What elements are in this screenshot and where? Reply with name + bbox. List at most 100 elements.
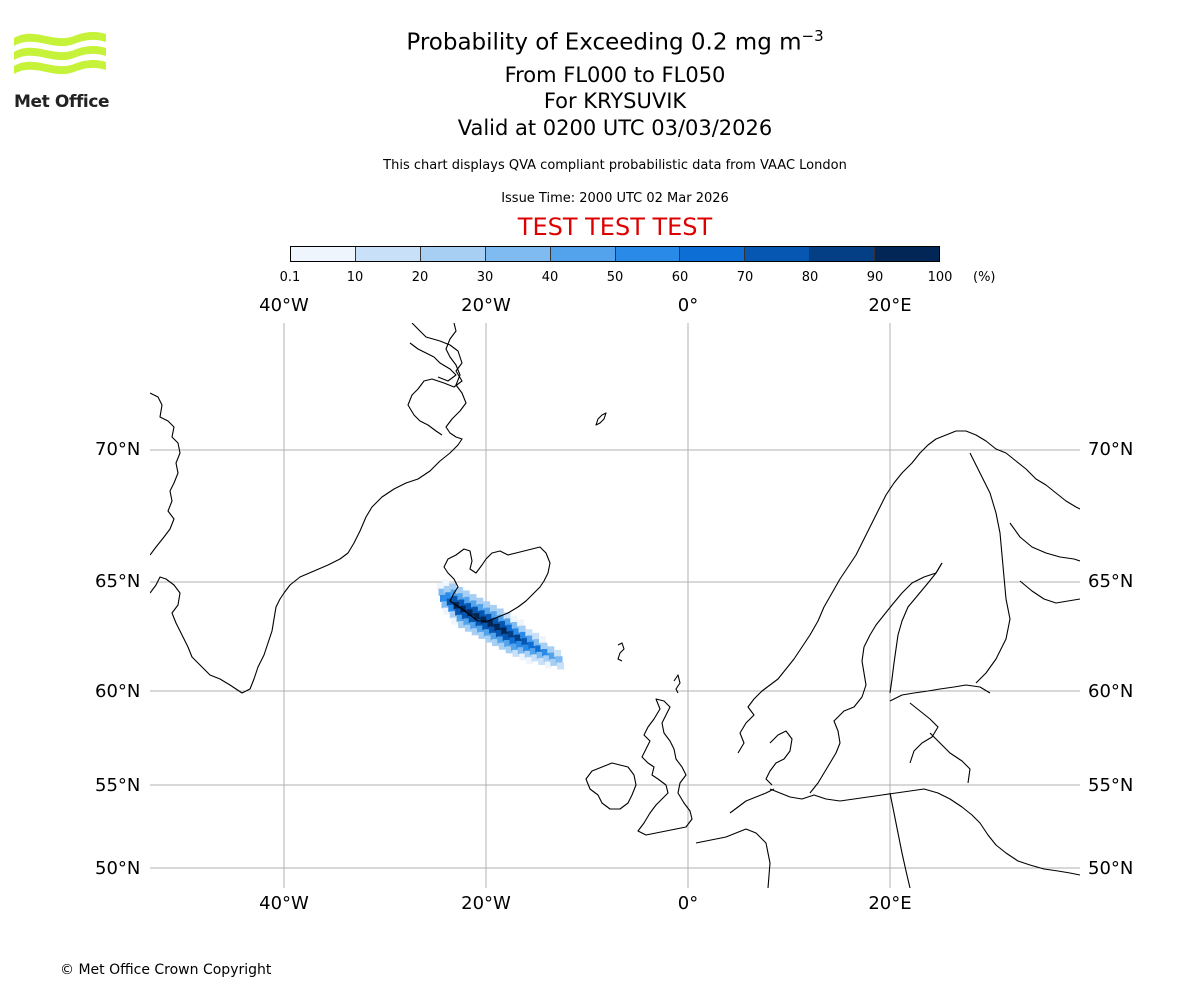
- plume-cell: [443, 607, 450, 615]
- plume-cell: [477, 604, 485, 611]
- lat-label-right-70n: 70°N: [1088, 439, 1134, 460]
- plume-cell: [533, 639, 541, 647]
- plume-cell: [508, 631, 515, 638]
- plume-cell: [519, 653, 527, 661]
- plume-cell: [498, 642, 506, 650]
- coast-scandinavia: [737, 430, 1080, 754]
- plume-cell: [504, 640, 512, 647]
- plume-cell: [455, 608, 463, 616]
- plume-cell: [477, 625, 484, 633]
- coast-finland-west: [889, 562, 943, 694]
- plume-cell: [468, 615, 476, 623]
- map-background: [150, 323, 1080, 888]
- plume-cell: [517, 647, 525, 655]
- colorbar-tick-label: 20: [411, 270, 429, 285]
- colorbar-tick-label: 10: [346, 270, 364, 285]
- plume-cell: [520, 631, 528, 639]
- lat-label-right-55n: 55°N: [1088, 775, 1134, 796]
- plume-cell: [528, 641, 536, 649]
- border-poland: [889, 792, 911, 888]
- lon-label-bottom-20e: 20°E: [868, 893, 912, 914]
- colorbar-segment: [875, 247, 940, 261]
- plume-cell: [482, 622, 490, 630]
- coast-ireland: [585, 762, 637, 810]
- lat-label-right-65n: 65°N: [1088, 571, 1134, 592]
- plume-cell: [455, 586, 463, 594]
- plume-cell: [506, 624, 514, 632]
- plume-cell: [442, 579, 450, 587]
- map-panel: [150, 323, 1080, 888]
- plume-cell: [486, 613, 494, 621]
- colorbar-tick-label: 100: [927, 270, 953, 285]
- plume-cell: [464, 624, 472, 632]
- plume-cell: [445, 592, 453, 600]
- plume-cell: [525, 629, 533, 637]
- plume-cell: [548, 652, 556, 660]
- plume-cell: [531, 654, 539, 662]
- colorbar-unit: (%): [973, 270, 996, 285]
- coast-finland-east: [969, 452, 1011, 684]
- coast-great-britain: [637, 698, 693, 836]
- test-banner: TEST TEST TEST: [517, 213, 713, 241]
- plume-cell: [478, 631, 486, 639]
- lat-label-left-70n: 70°N: [95, 439, 141, 460]
- coast-shetland: [673, 674, 681, 694]
- plume-cell: [529, 648, 537, 656]
- plume-cell: [511, 622, 519, 629]
- plume-cell: [510, 615, 518, 623]
- plume-cell: [443, 586, 451, 593]
- plume-cell: [471, 628, 479, 636]
- lon-label-bottom-40w: 40°W: [259, 893, 309, 914]
- plume-cell: [465, 603, 473, 611]
- colorbar-tick-label: 90: [866, 270, 884, 285]
- met-office-logo-icon: [14, 32, 106, 75]
- coast-gulf-riga: [909, 702, 939, 764]
- plume-cell: [503, 612, 511, 620]
- colorbar-segment: [550, 247, 616, 261]
- colorbar: [290, 246, 940, 262]
- plume-cell: [511, 643, 518, 651]
- plume-cell: [452, 595, 460, 603]
- colorbar-segment: [810, 247, 876, 261]
- title-valid-time: Valid at 0200 UTC 03/03/2026: [457, 116, 773, 140]
- colorbar-segment: [680, 247, 746, 261]
- plume-cell: [467, 609, 475, 617]
- lon-label-bottom-20w: 20°W: [461, 893, 511, 914]
- plume-cell: [505, 618, 512, 626]
- plume-cell: [440, 595, 447, 602]
- coast-denmark: [765, 730, 793, 786]
- lat-label-right-60n: 60°N: [1088, 681, 1134, 702]
- plume-cell: [460, 605, 468, 613]
- plume-cell: [480, 616, 488, 624]
- issue-time: Issue Time: 2000 UTC 02 Mar 2026: [501, 191, 729, 206]
- title-levels: From FL000 to FL050: [504, 63, 726, 87]
- lon-label-top-40w: 40°W: [259, 295, 309, 316]
- coast-faroe: [617, 642, 625, 662]
- lat-label-right-50n: 50°N: [1088, 858, 1134, 879]
- lon-label-top-0: 0°: [677, 295, 699, 316]
- lon-label-top-20e: 20°E: [868, 295, 912, 316]
- plume-cell: [483, 601, 491, 609]
- plume-cell: [449, 583, 457, 591]
- plume-cell: [535, 645, 543, 653]
- lon-label-bottom-0: 0°: [677, 893, 699, 914]
- plume-cell: [557, 662, 565, 670]
- title-volcano: For KRYSUVIK: [543, 89, 687, 113]
- plume-cell: [495, 630, 503, 638]
- plume-cell: [456, 614, 464, 622]
- coast-jan-mayen: [595, 412, 607, 426]
- plume-cell: [487, 620, 495, 628]
- lon-label-top-20w: 20°W: [461, 295, 511, 316]
- plume-cell: [458, 621, 466, 629]
- plume-cell: [483, 629, 491, 637]
- plume-cell: [462, 590, 470, 598]
- plume-cell: [490, 632, 498, 640]
- plume-cell: [526, 657, 534, 665]
- colorbar-segment: [745, 247, 811, 261]
- plume-cell: [475, 619, 483, 627]
- coast-greenland-east: [407, 323, 463, 436]
- plume-cell: [514, 634, 522, 642]
- plume-cell: [498, 614, 506, 622]
- plume-cell: [555, 656, 563, 664]
- plume-cell: [491, 611, 499, 619]
